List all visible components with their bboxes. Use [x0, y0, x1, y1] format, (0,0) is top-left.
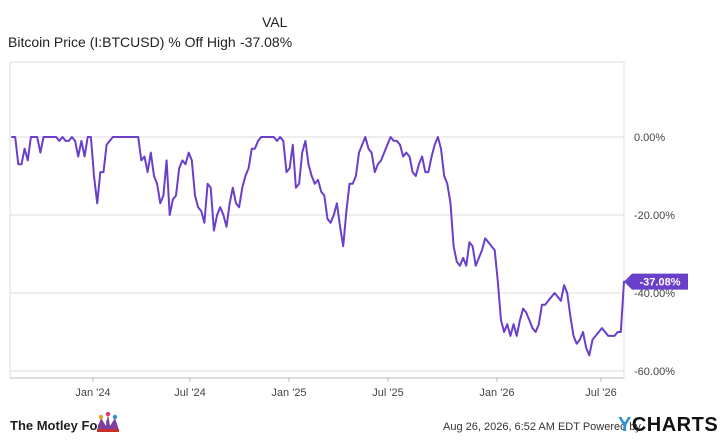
x-tick-label: Jan '25: [271, 387, 306, 399]
y-tick-label: -60.00%: [634, 366, 675, 378]
ycharts-logo[interactable]: YCHARTS: [618, 414, 718, 437]
ycharts-logo-prefix: Y: [618, 414, 632, 436]
x-tick-label: Jul '26: [585, 387, 616, 399]
last-value-tag-bg: [624, 273, 688, 290]
series-line: [11, 136, 625, 357]
footer: [0, 410, 720, 441]
legend-series-name: Bitcoin Price (I:BTCUSD) % Off High: [8, 34, 236, 50]
x-tick-label: Jan '26: [479, 387, 514, 399]
motley-fool-logo[interactable]: The Motley Fool: [10, 418, 109, 433]
last-value-tag: -37.08%: [624, 273, 688, 290]
last-value-tag-label: -37.08%: [640, 277, 681, 289]
y-tick-label: 0.00%: [634, 132, 665, 144]
x-tick-label: Jan '24: [75, 387, 110, 399]
legend-header: VAL: [262, 14, 288, 30]
ycharts-logo-text: CHARTS: [631, 414, 719, 436]
y-tick-label: -40.00%: [634, 288, 675, 300]
x-tick-label: Jul '24: [174, 387, 205, 399]
jester-hat-icon: [97, 412, 119, 432]
legend-series-value: -37.08%: [240, 34, 293, 50]
y-tick-label: -20.00%: [634, 210, 675, 222]
timestamp: Aug 26, 2026, 6:52 AM EDT Powered by: [443, 421, 641, 433]
x-tick-label: Jul '25: [372, 387, 403, 399]
